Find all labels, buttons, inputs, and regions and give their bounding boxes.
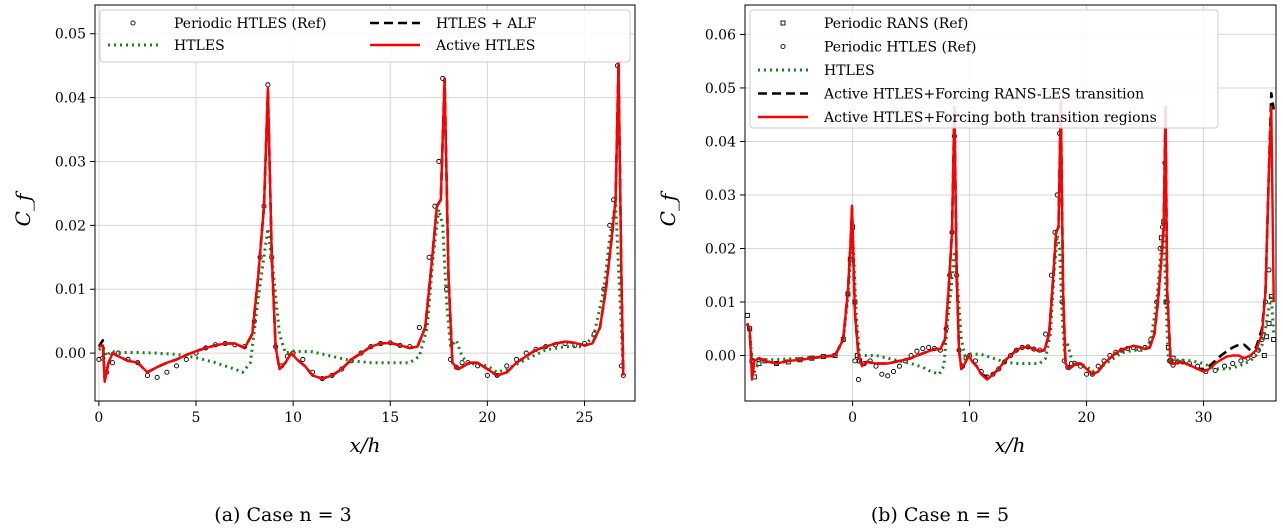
series-point	[990, 371, 996, 377]
series-point	[109, 360, 116, 366]
x-tick-label: 0	[94, 410, 103, 426]
x-axis-label: x/h	[350, 433, 381, 457]
series-point	[756, 361, 762, 366]
legend: Periodic HTLES (Ref) HTLES HTLES + ALF Acti…	[99, 9, 631, 63]
y-tick-label: 0.01	[705, 295, 736, 311]
series-line	[98, 61, 625, 383]
series-point	[300, 356, 306, 363]
series-point	[174, 363, 180, 369]
y-tick-label: 0.03	[55, 154, 86, 170]
series-point	[885, 373, 891, 379]
legend-box	[99, 9, 631, 63]
y-tick-label: 0.04	[55, 91, 86, 107]
chart-panel-b: 0 10 20 300.000.010.020.030.040.050.06 x/h …	[656, 4, 1277, 526]
plot-frame	[744, 4, 1277, 402]
x-axis-label: x/h	[995, 433, 1026, 457]
legend-label: HTLES + ALF	[436, 16, 537, 32]
legend-label: Active HTLES+Forcing both transition reg…	[823, 110, 1157, 126]
legend-label: Periodic HTLES (Ref)	[824, 40, 976, 56]
series-point	[920, 346, 926, 352]
series-point	[416, 324, 422, 331]
series-point	[1264, 334, 1270, 340]
series-point	[453, 364, 459, 370]
x-tick-label: 30	[1195, 410, 1213, 426]
series-point	[484, 372, 490, 379]
x-tick-label: 20	[1078, 410, 1096, 426]
series-point	[164, 369, 170, 375]
axis-ticks: 0 5 10 15 20 25 0.00 0.01 0.02 0.03 0.04 0.05	[55, 27, 594, 426]
series-group	[744, 92, 1277, 383]
series-line	[746, 100, 1275, 381]
y-axis-label: C_f	[656, 190, 680, 226]
legend-box	[749, 9, 1219, 129]
x-tick-label: 5	[192, 410, 201, 426]
legend-label: Periodic RANS (Ref)	[824, 16, 968, 32]
series-point	[855, 377, 862, 383]
legend-label: HTLES	[174, 38, 225, 54]
figure-caption-a: (a) Case n = 3	[214, 504, 351, 526]
legend-label: HTLES	[824, 63, 875, 79]
legend-label: Periodic HTLES (Ref)	[174, 16, 326, 32]
chart-panel-a: 0 5 10 15 20 25 0.00 0.01 0.02 0.03 0.04 0.05 x/h C…	[11, 4, 636, 526]
y-tick-label: 0.02	[705, 241, 736, 257]
series-point	[1212, 367, 1218, 374]
figure-caption-b: (b) Case n = 5	[871, 504, 1009, 526]
series-point	[879, 371, 885, 377]
x-tick-label: 10	[284, 410, 302, 426]
y-tick-label: 0.05	[55, 27, 86, 43]
x-tick-label: 15	[381, 410, 399, 426]
legend: Periodic RANS (Ref) Periodic HTLES (Ref) H…	[749, 9, 1219, 129]
legend-label: Active HTLES	[435, 38, 535, 54]
x-tick-label: 20	[478, 410, 496, 426]
y-tick-label: 0.03	[705, 188, 736, 204]
series-point	[852, 358, 858, 364]
axis-ticks: 0 10 20 30 0.00 0.01 0.02 0.03 0.04 0.05 0.06	[705, 27, 1213, 426]
series-point	[1083, 371, 1090, 377]
series-point	[1043, 331, 1049, 337]
series-group	[96, 61, 626, 383]
legend-swatch	[130, 20, 136, 26]
legend-swatch	[780, 20, 786, 26]
series-point	[1238, 358, 1244, 364]
x-tick-label: 25	[576, 410, 594, 426]
y-tick-label: 0.05	[705, 81, 736, 97]
y-tick-label: 0.04	[705, 134, 736, 150]
series-line	[97, 201, 625, 374]
x-tick-label: 10	[961, 410, 979, 426]
plot-frame	[94, 4, 636, 402]
y-axis-label: C_f	[11, 190, 35, 226]
series-point	[914, 348, 920, 354]
y-tick-label: 0.00	[55, 346, 86, 362]
series-point	[154, 374, 160, 380]
series-point	[183, 356, 189, 363]
y-tick-label: 0.02	[55, 218, 86, 234]
series-point	[1266, 320, 1272, 326]
legend-label: Active HTLES+Forcing RANS-LES transition	[823, 87, 1144, 103]
series-point	[1230, 360, 1236, 367]
series-point	[926, 344, 932, 351]
series-point	[459, 360, 465, 366]
x-tick-label: 0	[848, 410, 857, 426]
series-point	[1007, 352, 1014, 359]
plot-background	[95, 5, 635, 401]
series-point	[890, 369, 897, 375]
series-point	[996, 366, 1002, 372]
series-point	[1261, 353, 1267, 358]
series-point	[896, 363, 902, 369]
y-tick-label: 0.01	[55, 282, 86, 298]
y-tick-label: 0.06	[705, 27, 736, 43]
legend-swatch	[780, 43, 786, 50]
y-tick-label: 0.00	[705, 349, 736, 365]
